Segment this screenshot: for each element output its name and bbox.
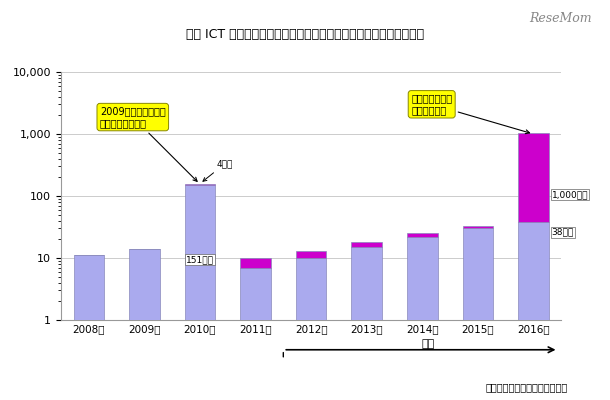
Bar <box>240 258 271 268</box>
Bar <box>518 222 548 400</box>
Text: （シード・プランニング作成）: （シード・プランニング作成） <box>485 382 567 392</box>
Text: 2009年度補正予算で
電子黒板大量導入: 2009年度補正予算で 電子黒板大量導入 <box>100 106 197 181</box>
Bar <box>240 268 271 400</box>
Bar <box>462 228 493 400</box>
Bar <box>185 184 215 185</box>
Text: 38億円: 38億円 <box>552 228 574 237</box>
Bar <box>296 251 326 258</box>
Bar <box>407 237 437 400</box>
Bar <box>407 233 437 237</box>
Bar <box>351 247 382 400</box>
Bar <box>462 226 493 228</box>
Bar <box>129 249 160 400</box>
Text: 4億円: 4億円 <box>203 159 233 181</box>
Bar <box>185 185 215 400</box>
Text: 教育 ICT ハードウエアの市場規模推移と予測（日本、単位：億円）: 教育 ICT ハードウエアの市場規模推移と予測（日本、単位：億円） <box>186 28 424 41</box>
Text: 151億円: 151億円 <box>186 255 214 264</box>
Bar <box>518 133 548 222</box>
Text: 1,000億円: 1,000億円 <box>552 190 588 199</box>
Text: ReseMom: ReseMom <box>529 12 592 25</box>
Bar <box>74 256 104 400</box>
Text: デジタル教科書
本格導入開始: デジタル教科書 本格導入開始 <box>411 94 529 134</box>
Text: 予測: 予測 <box>421 338 434 348</box>
Bar <box>351 242 382 247</box>
Bar <box>296 258 326 400</box>
